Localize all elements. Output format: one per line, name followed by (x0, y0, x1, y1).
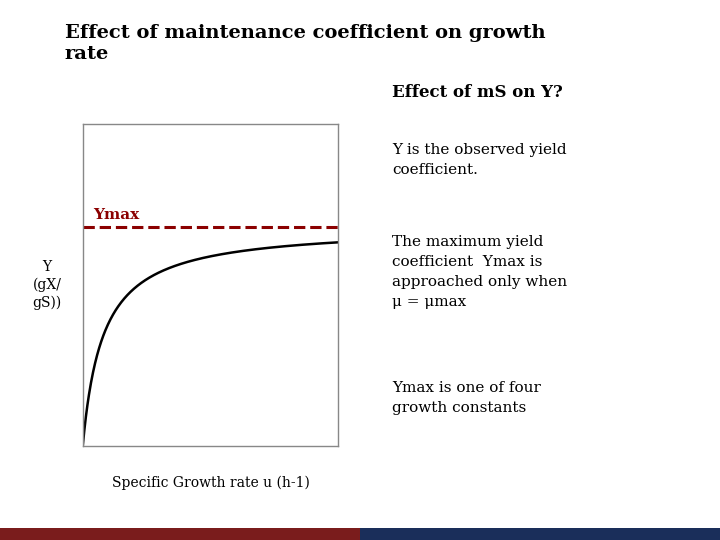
Text: Ymax is one of four
growth constants: Ymax is one of four growth constants (392, 381, 541, 415)
Text: Effect of maintenance coefficient on growth
rate: Effect of maintenance coefficient on gro… (65, 24, 546, 63)
Text: Specific Growth rate u (h-1): Specific Growth rate u (h-1) (112, 476, 310, 490)
Text: Y is the observed yield
coefficient.: Y is the observed yield coefficient. (392, 143, 567, 177)
Text: Effect of mS on Y?: Effect of mS on Y? (392, 84, 563, 100)
Text: Ymax: Ymax (93, 208, 139, 222)
Text: The maximum yield
coefficient  Ymax is
approached only when
μ = μmax: The maximum yield coefficient Ymax is ap… (392, 235, 567, 309)
Text: Y
(gX/
gS)): Y (gX/ gS)) (32, 260, 62, 309)
